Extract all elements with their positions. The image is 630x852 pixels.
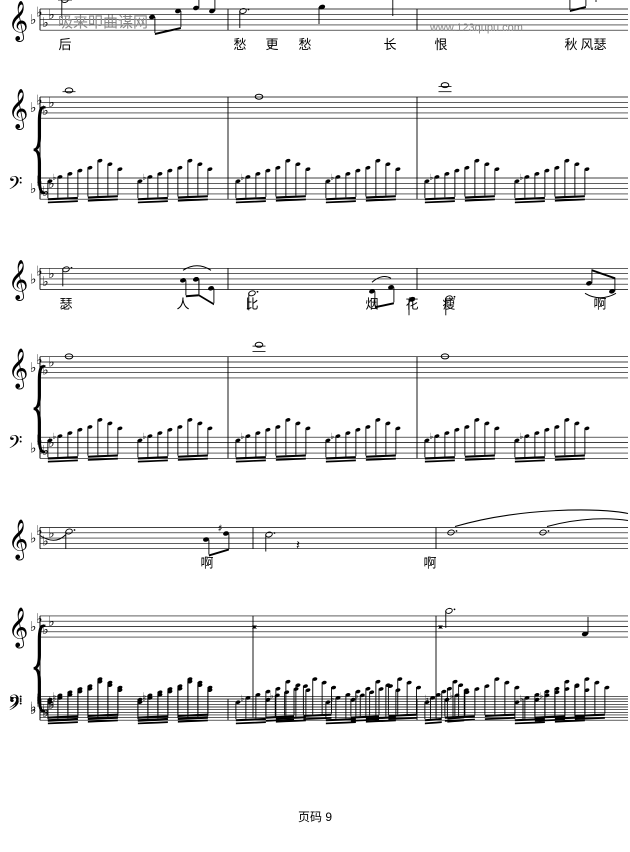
svg-text:𝄢: 𝄢 <box>8 694 22 719</box>
svg-text:𝄞: 𝄞 <box>8 261 28 301</box>
svg-text:♭: ♭ <box>48 614 54 629</box>
svg-text:更: 更 <box>265 37 278 52</box>
svg-text:♭: ♭ <box>48 7 54 22</box>
svg-text:𝄢: 𝄢 <box>8 432 22 457</box>
svg-text:♭: ♭ <box>240 693 244 703</box>
svg-text:𝄞: 𝄞 <box>8 609 28 649</box>
svg-text:♭: ♭ <box>429 431 433 441</box>
svg-text:愁: 愁 <box>233 37 246 52</box>
svg-text:♭: ♭ <box>519 693 523 703</box>
svg-text:𝄞: 𝄞 <box>8 349 28 389</box>
svg-text:𝄞: 𝄞 <box>8 2 28 42</box>
svg-text:烟: 烟 <box>365 296 378 311</box>
svg-text:𝄺: 𝄺 <box>252 621 257 636</box>
svg-text:♭: ♭ <box>240 431 244 441</box>
svg-text:♭: ♭ <box>52 172 56 182</box>
svg-text:♭: ♭ <box>48 355 54 370</box>
svg-text:♭: ♭ <box>240 172 244 182</box>
svg-text:啊: 啊 <box>423 556 436 571</box>
svg-text:啊: 啊 <box>593 296 606 311</box>
svg-text:愁: 愁 <box>298 37 311 52</box>
svg-text:♭: ♭ <box>330 172 334 182</box>
svg-text:♭: ♭ <box>330 693 334 703</box>
svg-text:𝄞: 𝄞 <box>8 90 28 130</box>
svg-text:♭: ♭ <box>425 693 429 703</box>
svg-text:后: 后 <box>58 37 71 52</box>
svg-text:恨: 恨 <box>434 37 447 52</box>
svg-text:♭: ♭ <box>519 172 523 182</box>
svg-text:花: 花 <box>405 296 418 311</box>
svg-text:♭: ♭ <box>48 525 54 540</box>
svg-text:♭: ♭ <box>142 431 146 441</box>
svg-text:秋: 秋 <box>564 37 577 52</box>
svg-text:啊: 啊 <box>200 556 213 571</box>
svg-text:风: 风 <box>580 37 593 52</box>
svg-text:𝄺: 𝄺 <box>438 621 443 636</box>
svg-text:吸来叩曲谋网: 吸来叩曲谋网 <box>58 14 148 31</box>
svg-text:♭: ♭ <box>52 693 56 703</box>
svg-text:人: 人 <box>176 296 189 311</box>
svg-text:{: { <box>30 87 49 204</box>
svg-text:𝄞: 𝄞 <box>8 520 28 560</box>
svg-text:♭: ♭ <box>52 431 56 441</box>
svg-text:页码 9: 页码 9 <box>298 810 332 824</box>
svg-text:♭: ♭ <box>519 431 523 441</box>
svg-text:𝄽: 𝄽 <box>296 538 300 553</box>
svg-text:{: { <box>30 347 49 464</box>
svg-text:𝄢: 𝄢 <box>8 173 22 198</box>
svg-text:♭: ♭ <box>142 172 146 182</box>
svg-text:♭: ♭ <box>48 95 54 110</box>
svg-text:♭: ♭ <box>142 693 146 703</box>
svg-text:www.123qupu.com: www.123qupu.com <box>429 22 523 34</box>
svg-text:♭: ♭ <box>48 266 54 281</box>
svg-text:瘦: 瘦 <box>442 296 455 311</box>
svg-text:♭: ♭ <box>429 172 433 182</box>
svg-text:♭: ♭ <box>330 431 334 441</box>
svg-text:比: 比 <box>245 296 258 311</box>
svg-text:长: 长 <box>383 37 396 52</box>
svg-text:♯: ♯ <box>218 524 222 533</box>
svg-text:瑟: 瑟 <box>593 37 606 52</box>
svg-text:瑟: 瑟 <box>59 296 72 311</box>
